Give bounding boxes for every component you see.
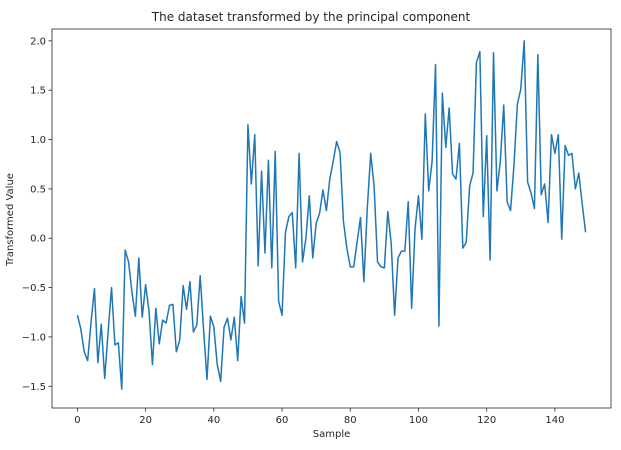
y-tick-label: 1.0 [30, 135, 46, 146]
y-tick-label: 0.5 [30, 184, 46, 195]
plot-area: 0 20 40 60 80 100 120 140 −1.5 −1.0 −0.5 0.0 0.5 1.0 1… [22, 28, 612, 426]
x-tick-label: 100 [409, 415, 428, 426]
x-axis-title: Sample [313, 429, 351, 440]
y-tick-label: −1.5 [22, 382, 46, 393]
x-tick-label: 0 [74, 415, 80, 426]
x-tick-label: 120 [477, 415, 496, 426]
x-tick-label: 80 [344, 415, 357, 426]
y-tick-label: 2.0 [30, 36, 46, 47]
x-tick-label: 40 [207, 415, 220, 426]
series-line-0 [76, 40, 587, 390]
y-tick-label: −1.0 [22, 332, 46, 343]
y-axis-title: Transformed Value [5, 173, 16, 267]
y-tick-label: −0.5 [22, 283, 46, 294]
x-tick-label: 20 [139, 415, 152, 426]
x-tick-label: 60 [276, 415, 289, 426]
y-tick-label: 1.5 [30, 86, 46, 97]
x-tick-label: 140 [545, 415, 564, 426]
y-tick-label: 0.0 [30, 234, 46, 245]
chart-title: The dataset transformed by the principal… [151, 10, 471, 24]
plot-frame [51, 28, 612, 409]
